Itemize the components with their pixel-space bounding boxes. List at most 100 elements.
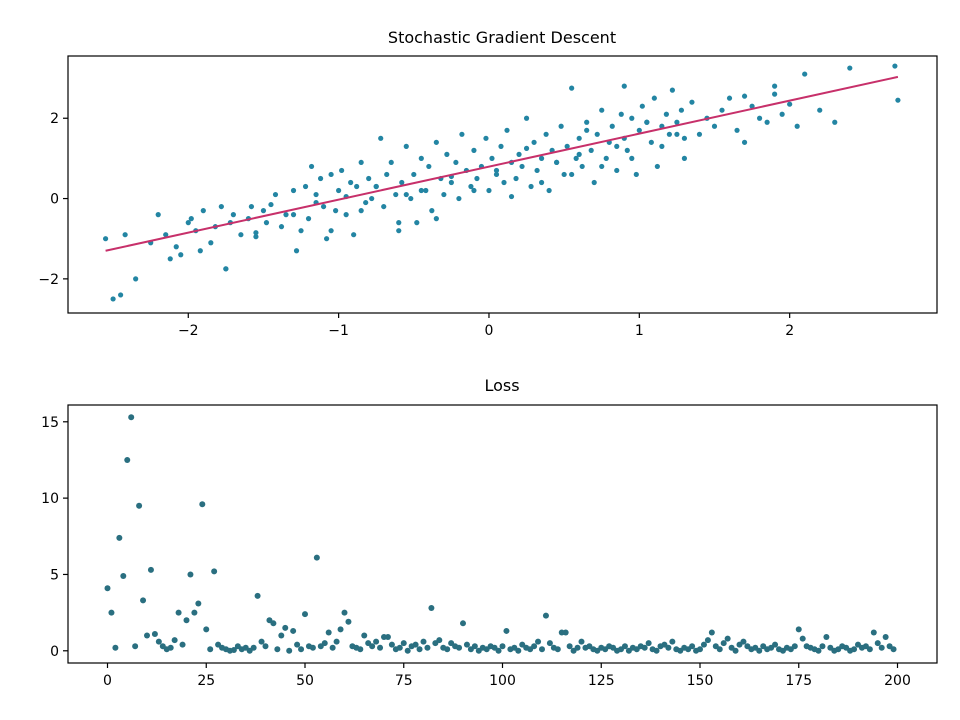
sgd-point (272, 191, 279, 198)
sgd-point (633, 171, 639, 178)
sgd-point (629, 115, 635, 121)
loss-point (704, 637, 711, 644)
loss-point (669, 638, 676, 645)
loss-point (195, 600, 202, 607)
loss-point (724, 635, 731, 642)
sgd-point (418, 155, 424, 161)
sgd-point (519, 163, 525, 170)
sgd-point (133, 276, 139, 282)
loss-point (396, 644, 403, 651)
loss-point (531, 643, 538, 650)
sgd-point (293, 248, 300, 254)
sgd-point (666, 131, 672, 137)
sgd-point (599, 107, 605, 113)
sgd-point (588, 147, 594, 153)
sgd-point (317, 175, 324, 182)
loss-point (799, 635, 806, 642)
sgd-point (378, 135, 384, 141)
loss-point (282, 624, 289, 631)
loss-panel: Loss 0 25 50 75 100 125 150 175 200 0 5 10 15 (41, 376, 938, 689)
sgd-points (102, 63, 901, 302)
sgd-point (528, 183, 534, 190)
loss-point (554, 646, 561, 653)
sgd-point (663, 111, 669, 117)
sgd-point (396, 220, 402, 226)
sgd-fit-line-segment (105, 75, 899, 252)
sgd-point (523, 145, 530, 151)
sgd-point (358, 208, 364, 214)
sgd-point (543, 131, 549, 137)
loss-point (183, 617, 190, 624)
loss-point (274, 646, 281, 653)
loss-axes-frame (67, 404, 938, 664)
sgd-point (369, 195, 375, 202)
sgd-point (163, 232, 169, 238)
sgd-point (674, 119, 680, 125)
sgd-point (618, 111, 624, 117)
loss-point (460, 620, 466, 627)
sgd-point (659, 143, 665, 149)
sgd-point (351, 232, 357, 238)
loss-point (539, 646, 545, 653)
loss-point (333, 638, 340, 645)
loss-points (104, 414, 897, 654)
sgd-point (558, 123, 564, 129)
sgd-point (456, 195, 462, 202)
loss-point (321, 640, 328, 647)
loss-point (720, 640, 727, 647)
loss-point (258, 638, 265, 645)
loss-point (645, 640, 652, 647)
sgd-xtick-label: 2 (785, 323, 794, 339)
sgd-point (429, 208, 435, 214)
sgd-point (253, 234, 259, 240)
loss-point (562, 629, 569, 636)
sgd-point (423, 187, 429, 194)
sgd-xtick-label: −2 (178, 323, 199, 339)
loss-point (700, 641, 707, 648)
loss-xtick-label: 50 (296, 673, 314, 689)
sgd-point (734, 127, 740, 133)
loss-point (819, 643, 826, 650)
loss-xtick-label: 175 (785, 673, 812, 689)
loss-point (503, 627, 510, 634)
sgd-point (110, 296, 116, 302)
sgd-point (538, 155, 545, 161)
sgd-point (459, 131, 465, 137)
sgd-point (772, 91, 778, 97)
sgd-point (122, 232, 128, 238)
sgd-point (678, 107, 685, 113)
sgd-point (339, 167, 345, 174)
sgd-point (197, 248, 203, 254)
sgd-point (185, 220, 191, 226)
loss-point (286, 647, 293, 654)
sgd-point (603, 155, 609, 161)
loss-point (140, 597, 147, 604)
sgd-point (651, 95, 657, 101)
sgd-point (313, 191, 319, 198)
loss-point (128, 414, 135, 421)
sgd-xtick-label: −1 (328, 323, 349, 339)
sgd-point (336, 187, 342, 194)
sgd-xtick-label: 1 (635, 323, 644, 339)
loss-point (740, 638, 747, 645)
sgd-point (441, 191, 447, 198)
sgd-point (629, 155, 635, 161)
sgd-point (576, 151, 582, 157)
sgd-point (396, 228, 402, 234)
sgd-point (779, 111, 785, 117)
loss-point (108, 609, 115, 616)
sgd-point (599, 163, 605, 170)
sgd-point (579, 163, 585, 170)
sgd-x-axis: −2 −1 0 1 2 (178, 313, 794, 339)
sgd-point (155, 212, 161, 218)
loss-xtick-label: 0 (103, 673, 112, 689)
sgd-point (584, 119, 590, 125)
sgd-point (787, 101, 793, 107)
sgd-point (523, 115, 530, 121)
sgd-point (576, 135, 582, 141)
sgd-point (644, 119, 650, 125)
sgd-point (333, 208, 339, 214)
sgd-point (399, 179, 405, 186)
sgd-y-axis: −2 0 2 (38, 111, 68, 288)
sgd-point (290, 187, 297, 194)
